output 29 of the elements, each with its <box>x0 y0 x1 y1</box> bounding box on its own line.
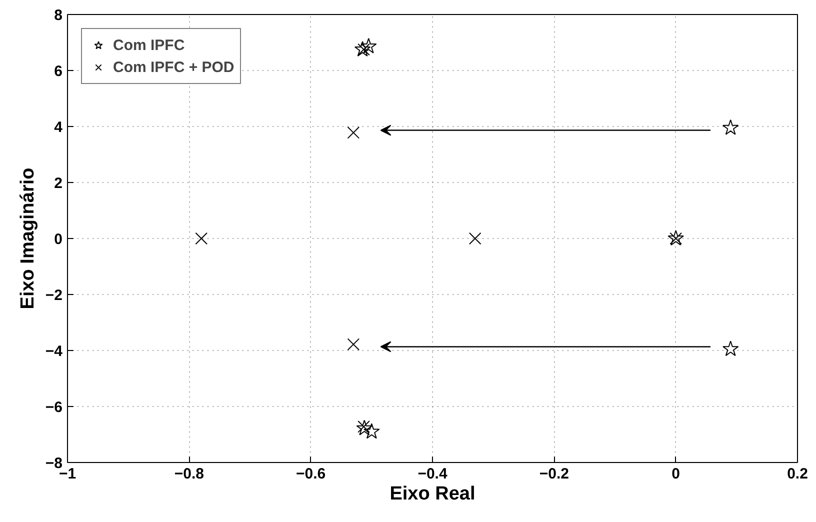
point <box>364 423 380 439</box>
x-tick-label: −0.6 <box>296 466 326 482</box>
x-tick-label: −0.4 <box>418 466 448 482</box>
point <box>195 232 208 245</box>
point <box>722 119 739 135</box>
y-tick-label: −8 <box>45 455 63 472</box>
x-tick-label: −0.2 <box>539 466 569 482</box>
legend-label: Com IPFC <box>113 36 185 54</box>
legend-label: Com IPFC + POD <box>113 58 234 76</box>
point <box>354 41 371 56</box>
y-tick-label: 8 <box>54 7 62 24</box>
x-tick-label: 0 <box>672 466 680 482</box>
x-tick-label: 0.2 <box>787 466 808 482</box>
y-axis-title: Eixo Imaginário <box>17 168 38 310</box>
point <box>360 38 377 54</box>
y-tick-label: 0 <box>54 231 62 248</box>
y-tick-label: 6 <box>54 63 62 80</box>
point <box>722 340 739 356</box>
y-tick-label: −2 <box>45 287 63 304</box>
point <box>358 43 370 56</box>
y-tick-label: 4 <box>54 119 64 136</box>
point <box>347 338 360 350</box>
y-tick-label: −6 <box>45 399 63 416</box>
point <box>347 126 360 139</box>
x-tick-label: −0.8 <box>174 466 204 482</box>
point <box>468 232 482 245</box>
y-tick-label: 2 <box>54 175 62 192</box>
y-tick-label: −4 <box>45 343 64 360</box>
x-axis-title: Eixo Real <box>390 484 476 504</box>
